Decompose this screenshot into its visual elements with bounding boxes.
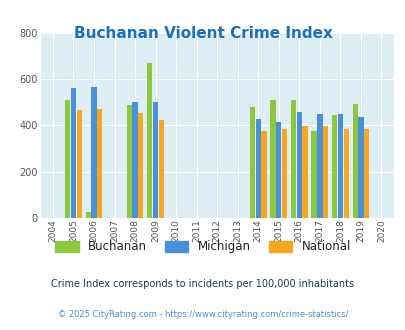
Text: Buchanan Violent Crime Index: Buchanan Violent Crime Index [73, 26, 332, 41]
Bar [331, 115, 337, 218]
Bar [261, 131, 266, 218]
Text: Crime Index corresponds to incidents per 100,000 inhabitants: Crime Index corresponds to incidents per… [51, 279, 354, 289]
Bar [255, 119, 260, 218]
Bar [91, 87, 96, 218]
Text: © 2025 CityRating.com - https://www.cityrating.com/crime-statistics/: © 2025 CityRating.com - https://www.city… [58, 310, 347, 319]
Bar [316, 114, 322, 218]
Bar [352, 104, 357, 218]
Bar [85, 212, 91, 218]
Bar [147, 63, 152, 218]
Bar [358, 116, 363, 218]
Bar [158, 119, 164, 218]
Legend: Buchanan, Michigan, National: Buchanan, Michigan, National [51, 237, 354, 257]
Bar [249, 107, 255, 218]
Bar [65, 100, 70, 218]
Bar [132, 102, 137, 218]
Bar [302, 126, 307, 218]
Bar [126, 105, 132, 218]
Bar [290, 100, 296, 218]
Bar [322, 126, 328, 218]
Bar [311, 131, 316, 218]
Bar [275, 122, 281, 218]
Bar [77, 110, 82, 218]
Bar [138, 113, 143, 218]
Bar [281, 129, 286, 218]
Bar [337, 114, 342, 218]
Bar [343, 129, 348, 218]
Bar [153, 102, 158, 218]
Bar [270, 100, 275, 218]
Bar [363, 129, 369, 218]
Bar [97, 109, 102, 218]
Bar [70, 88, 76, 218]
Bar [296, 112, 301, 218]
